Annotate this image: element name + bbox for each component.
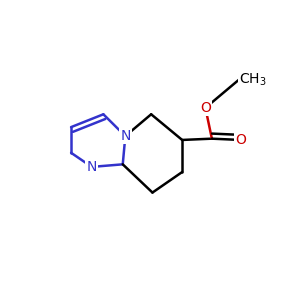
Text: N: N [120,129,130,143]
Text: O: O [235,133,246,147]
Text: O: O [200,101,211,115]
Text: N: N [87,160,97,174]
Text: CH$_3$: CH$_3$ [239,71,267,88]
